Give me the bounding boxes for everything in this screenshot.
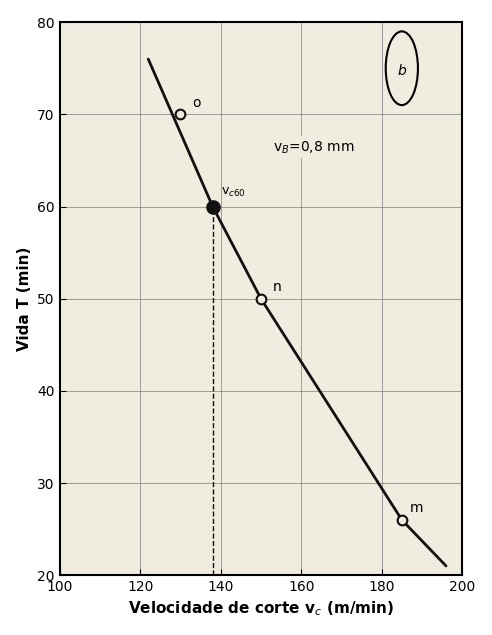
Text: v$_{c60}$: v$_{c60}$ [221,186,246,199]
Text: o: o [192,96,201,110]
Text: v$_B$=0,8 mm: v$_B$=0,8 mm [273,139,354,156]
Text: m: m [410,501,424,516]
Text: b: b [398,64,406,78]
X-axis label: Velocidade de corte v$_c$ (m/min): Velocidade de corte v$_c$ (m/min) [128,599,394,618]
Text: n: n [273,280,282,294]
Y-axis label: Vida T (min): Vida T (min) [17,246,31,351]
